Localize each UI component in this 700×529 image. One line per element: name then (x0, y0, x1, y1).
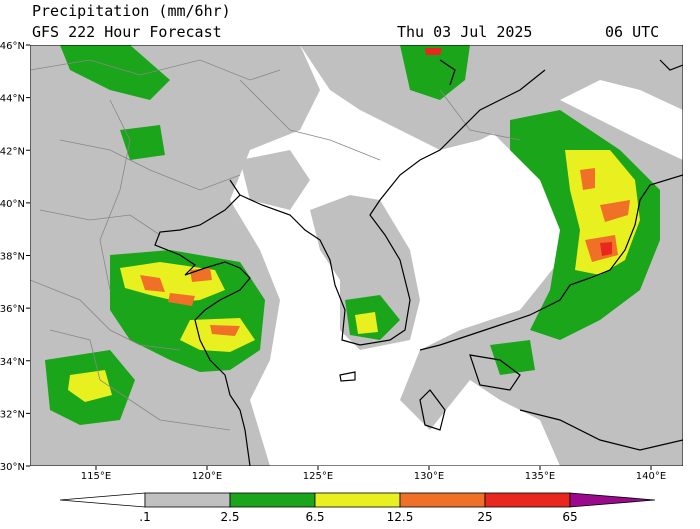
lon-label: 135°E (525, 471, 555, 482)
colorbar-segment (229, 492, 316, 508)
lat-label: 30°N (0, 462, 25, 473)
axis-labels: 46°N 44°N 42°N 40°N 38°N 36°N 34°N 32°N 30°N 115°… (0, 41, 666, 482)
lon-label: 125°E (303, 471, 333, 482)
lat-label: 34°N (0, 357, 25, 368)
colorbar-label: 2.5 (220, 510, 239, 524)
lat-label: 44°N (0, 94, 25, 105)
colorbar-segment (399, 492, 486, 508)
colorbar-segment (314, 492, 401, 508)
forecast-time: 06 UTC (605, 23, 659, 41)
borders (30, 59, 521, 431)
lon-label: 120°E (192, 471, 222, 482)
lat-label: 36°N (0, 304, 25, 315)
forecast-date: Thu 03 Jul 2025 (397, 23, 532, 41)
coastlines (154, 59, 683, 466)
colorbar-label: 65 (562, 510, 577, 524)
map-area (30, 45, 683, 466)
lon-label: 130°E (414, 471, 444, 482)
colorbar: .1 2.5 6.5 12.5 25 65 (59, 492, 656, 524)
colorbar-segment (59, 492, 146, 508)
colorbar-segment (484, 492, 571, 508)
colorbar-segment (569, 492, 656, 508)
colorbar-label: .1 (139, 510, 150, 524)
lat-label: 42°N (0, 146, 25, 157)
lat-label: 32°N (0, 409, 25, 420)
subtitle: GFS 222 Hour Forecast (32, 23, 222, 41)
precip-extreme (425, 48, 612, 256)
colorbar-segment (144, 492, 231, 508)
lat-label: 40°N (0, 199, 25, 210)
title: Precipitation (mm/6hr) (32, 2, 231, 20)
colorbar-label: 25 (477, 510, 492, 524)
colorbar-label: 12.5 (387, 510, 414, 524)
precip-very-heavy (140, 168, 630, 336)
lat-label: 46°N (0, 41, 25, 52)
lat-label: 38°N (0, 252, 25, 263)
colorbar-label: 6.5 (305, 510, 324, 524)
lon-label: 115°E (81, 471, 111, 482)
lon-label: 140°E (636, 471, 666, 482)
